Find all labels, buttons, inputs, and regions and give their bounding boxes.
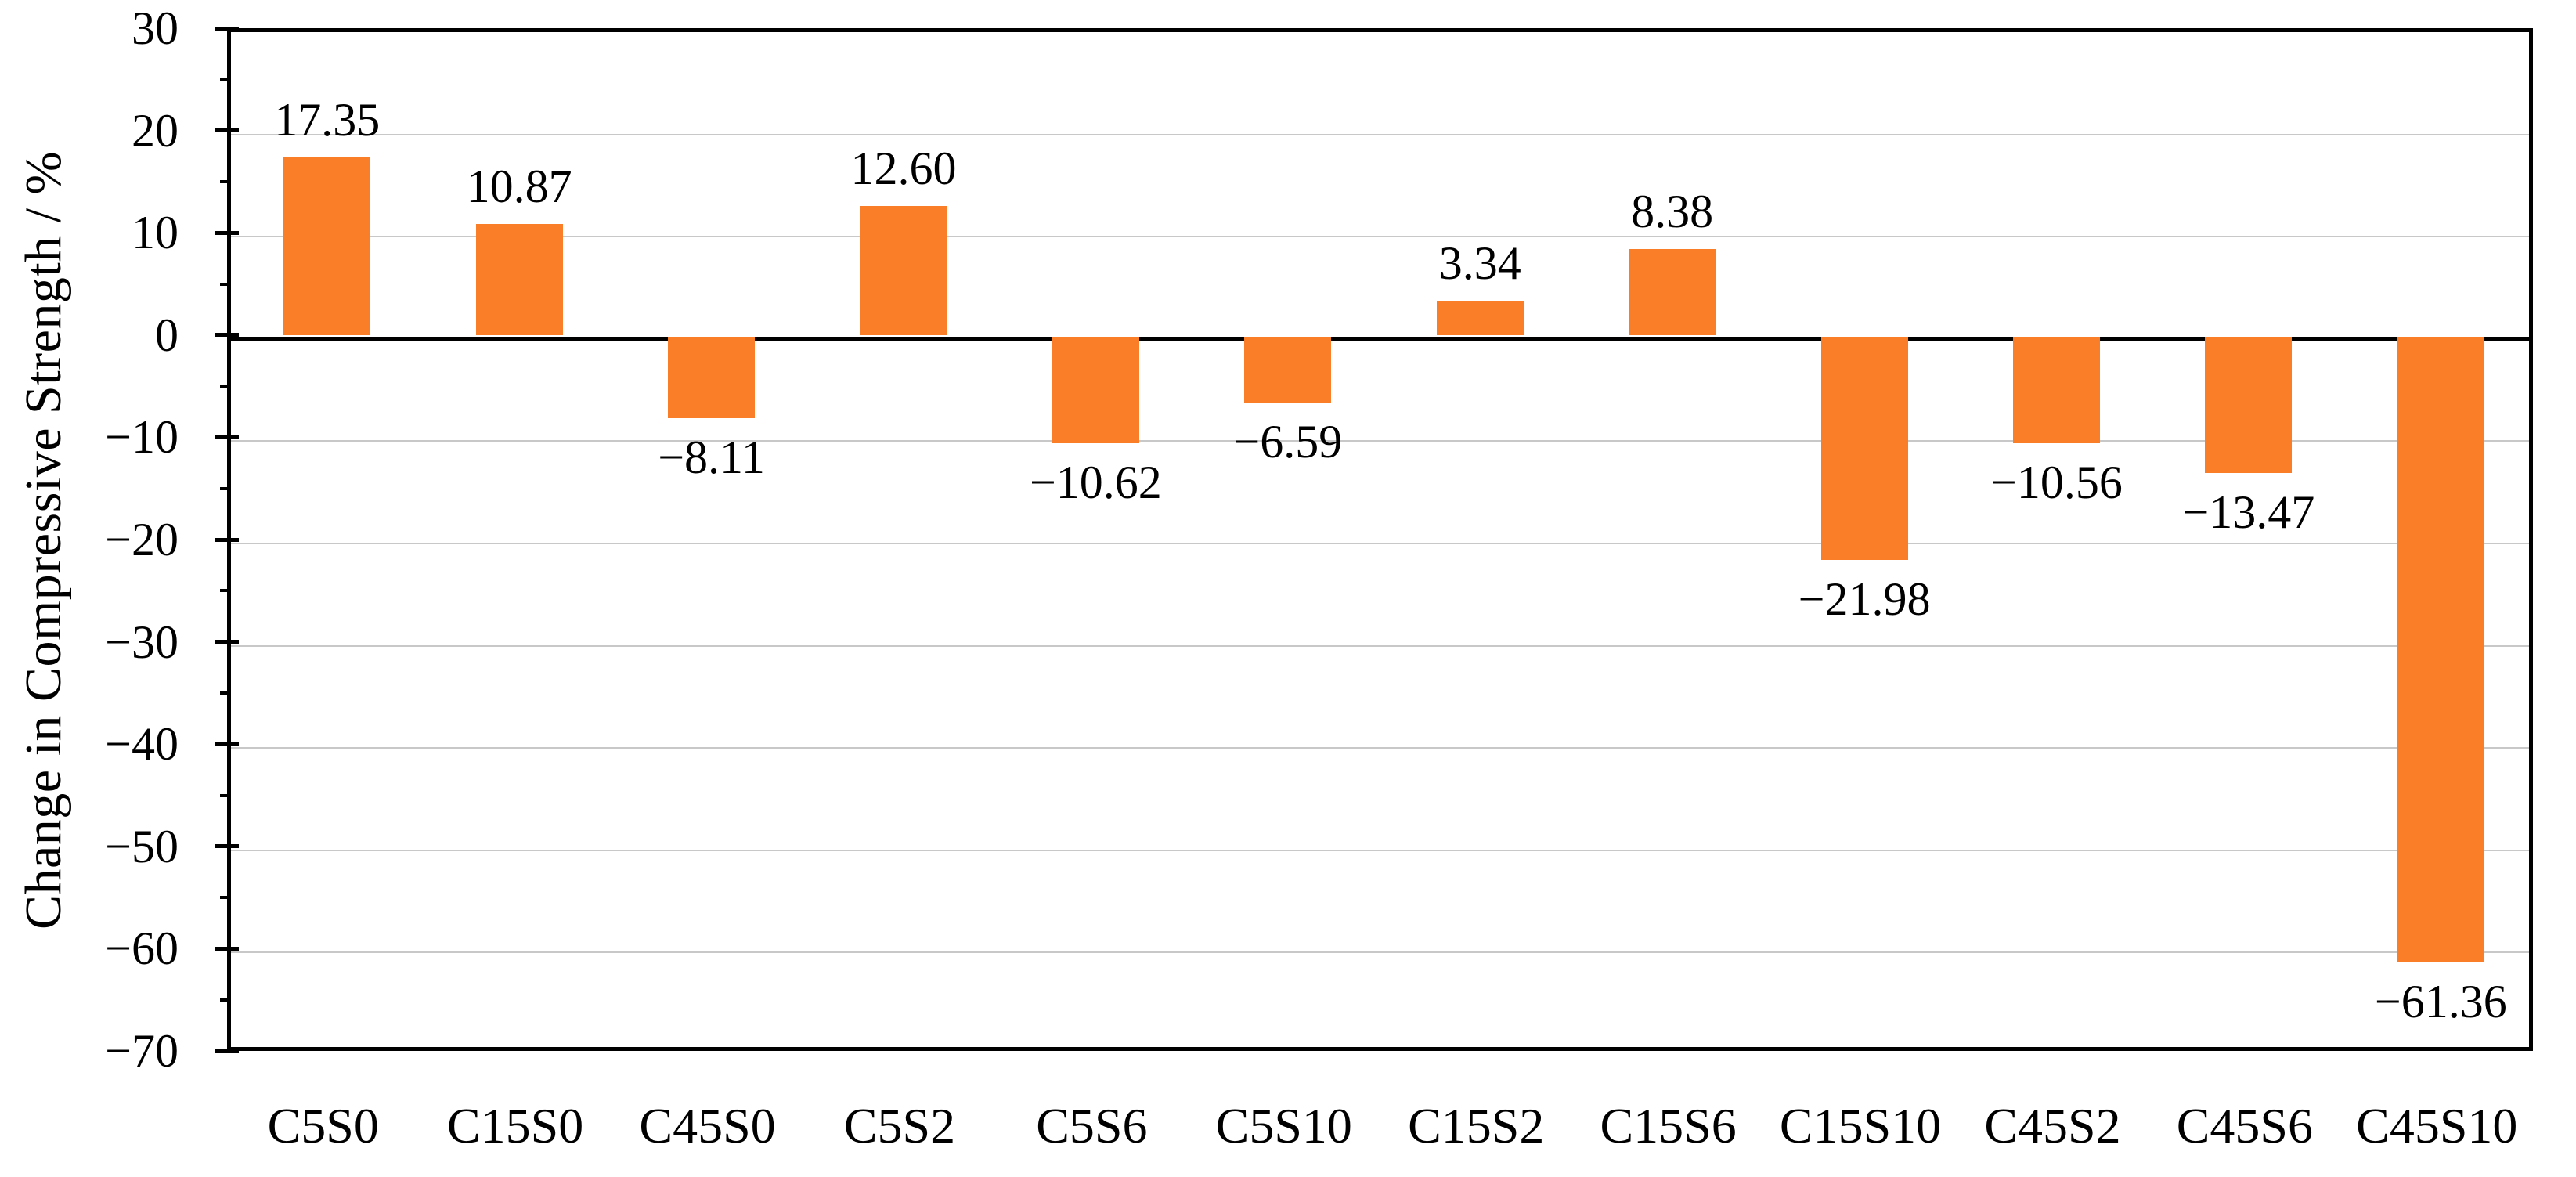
y-axis-tick-label: 0 [155,309,179,361]
gridline [231,236,2529,238]
y-axis-tick-label: −70 [105,1025,179,1077]
y-axis-minor-tick [220,385,231,388]
y-axis-major-tick [215,333,239,338]
gridline [231,133,2529,135]
bar [475,223,563,335]
x-axis-category-label: C5S0 [267,1098,379,1154]
x-axis-category-label: C15S2 [1408,1098,1545,1154]
bar [2397,337,2484,963]
y-axis-major-tick [215,26,239,31]
x-axis-category-label: C15S10 [1779,1098,1942,1154]
x-axis-category-label: C15S6 [1600,1098,1737,1154]
x-axis-category-label: C5S2 [843,1098,956,1154]
y-axis-major-tick [215,1049,239,1053]
zero-baseline [231,337,2529,341]
x-axis-category-labels: C5S0 C15S0 C45S0 C5S2 C5S6 C5S10 C15S2 C15S6 C15… [227,1095,2533,1165]
bar-value-label: −13.47 [2182,486,2315,538]
gridline [231,440,2529,442]
x-axis-category-label: C5S10 [1215,1098,1352,1154]
y-axis-major-tick [215,742,239,746]
bar-value-label: 10.87 [466,160,572,212]
y-axis-major-tick [215,128,239,133]
gridline [231,644,2529,647]
y-axis-tick-label: −10 [105,411,179,464]
bar [1052,337,1139,444]
bar [1629,249,1716,335]
bar [1820,337,1908,560]
bar-value-label: 12.60 [850,143,957,195]
y-axis-tick-label: −30 [105,616,179,668]
bar-value-label: 8.38 [1631,186,1714,238]
gridline [231,543,2529,544]
bar-value-label: −10.62 [1029,457,1162,509]
y-axis-minor-tick [220,691,231,695]
bar [1244,337,1332,403]
y-axis-minor-tick [220,179,231,183]
gridline [231,747,2529,749]
x-axis-category-label: C45S2 [1984,1098,2121,1154]
y-axis-major-tick [215,844,239,849]
bar [1436,301,1524,335]
x-axis-category-label: C45S0 [639,1098,776,1154]
y-axis-minor-tick [220,486,231,490]
x-axis-category-label: C45S10 [2356,1098,2518,1154]
y-axis-major-tick [215,640,239,644]
bar [668,337,756,418]
y-axis-minor-tick [220,998,231,1002]
y-axis-tick-label: 10 [132,207,179,259]
bar-value-label: −6.59 [1233,415,1343,468]
y-axis-minor-tick [220,78,231,81]
y-axis-minor-tick [220,282,231,286]
bar [2012,337,2100,443]
bar-value-label: −61.36 [2374,976,2507,1028]
bar-value-label: −10.56 [1990,456,2123,508]
y-axis-tick-label: 20 [132,104,179,157]
y-axis-tick-label: −40 [105,718,179,771]
x-axis-category-label: C5S6 [1036,1098,1148,1154]
y-axis-tick-label: −20 [105,514,179,565]
y-axis-tick-labels: 30 20 10 0 −10 −20 −30 −40 −50 −60 −70 [0,0,179,1177]
bar-value-label: −21.98 [1798,572,1931,625]
y-axis-major-tick [215,537,239,542]
bar [283,157,371,335]
y-axis-tick-label: −60 [105,922,179,975]
y-axis-tick-label: −50 [105,820,179,872]
y-axis-major-tick [215,230,239,235]
y-axis-minor-tick [220,896,231,900]
gridline [231,849,2529,851]
plot-area: 17.35 10.87 −8.11 12.60 −10.62 −6.59 3.34 8.38 −… [215,26,2533,1053]
y-axis-minor-tick [220,793,231,797]
bar [2205,337,2293,473]
bar-value-label: −8.11 [658,431,765,483]
bar-value-label: 17.35 [274,94,381,146]
bar [860,206,947,335]
x-axis-category-label: C15S0 [446,1098,584,1154]
bar-value-label: 3.34 [1438,237,1521,290]
y-axis-major-tick [215,946,239,951]
y-axis-tick-label: 30 [132,2,179,54]
gridline [231,951,2529,954]
y-axis-minor-tick [220,589,231,593]
x-axis-category-label: C45S6 [2176,1098,2314,1154]
y-axis-major-tick [215,435,239,439]
